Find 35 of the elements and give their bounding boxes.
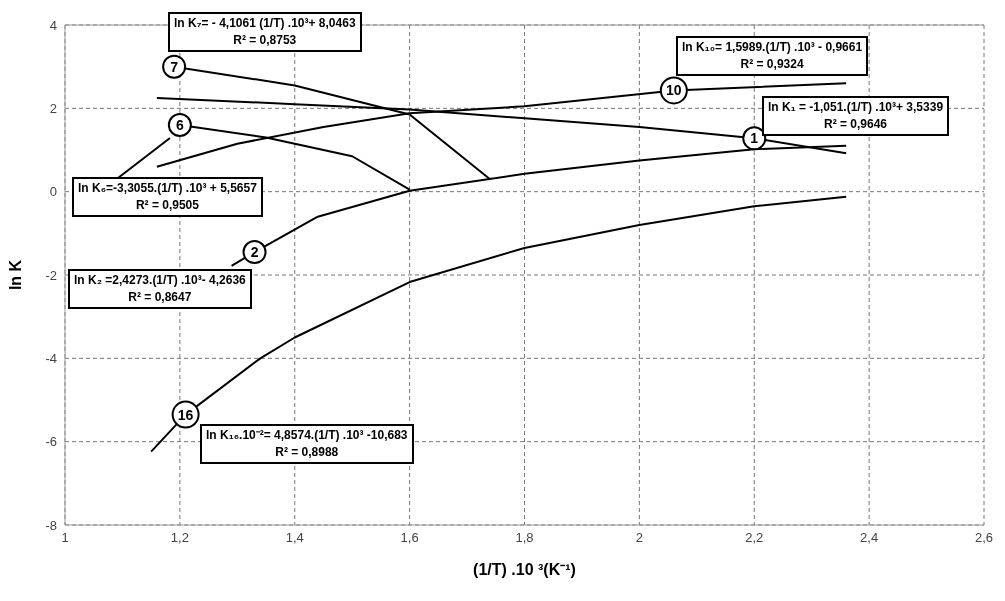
- x-tick-label: 1,8: [515, 530, 534, 546]
- x-tick-label: 1,4: [285, 530, 304, 546]
- x-tick-label: 2,6: [974, 530, 994, 546]
- x-tick-label: 2,4: [860, 530, 879, 546]
- x-tick-label: 1,2: [170, 530, 189, 546]
- annotation: ln K₁ = -1,051.(1/T) .10³+ 3,5339 R² = 0,9646: [768, 99, 944, 133]
- y-tick-label: -4: [45, 350, 57, 366]
- annotation: 6: [175, 117, 184, 133]
- y-tick-label: -6: [45, 434, 57, 450]
- y-tick-label: 2: [49, 100, 57, 116]
- y-axis-title: ln K: [6, 259, 24, 291]
- annotation: ln K₁₆.10⁻²= 4,8574.(1/T) .10³ -10,683 R² = 0,8988: [206, 427, 408, 461]
- x-tick-label: 2,2: [745, 530, 764, 546]
- y-tick-label: -8: [45, 517, 57, 533]
- annotation: 1: [750, 130, 759, 147]
- x-tick-label: 1: [61, 530, 69, 546]
- annotation: ln K₂ =2,4273.(1/T) .10³- 4,2636 R² = 0,8647: [74, 272, 246, 306]
- annotation: 10: [666, 82, 682, 99]
- annotation: 7: [170, 58, 179, 75]
- y-tick-label: -2: [45, 267, 57, 283]
- circled-number: 10: [659, 76, 688, 105]
- circled-number: 2: [242, 240, 267, 265]
- annotation: ln K₁₀= 1,5989.(1/T) .10³ - 0,9661 R² = 0,9324: [682, 39, 863, 73]
- annotation: ln K₇= - 4,1061 (1/T) .10³+ 8,0463 R² = 0,8753: [174, 15, 356, 49]
- circled-number: 7: [162, 54, 187, 79]
- annotation: ln K₆=-3,3055.(1/T) .10³ + 5,5657 R² = 0,9505: [78, 180, 257, 214]
- y-tick-label: 0: [49, 184, 57, 200]
- x-tick-label: 1,6: [400, 530, 419, 546]
- circled-number: 6: [167, 113, 192, 137]
- x-tick-label: 2: [635, 530, 643, 546]
- annotation: 16: [177, 406, 194, 423]
- annotation: 2: [250, 244, 259, 261]
- circled-number: 16: [171, 400, 200, 429]
- x-axis-title: (1/T) .10 ³(K⁻¹): [473, 561, 576, 578]
- y-tick-label: 4: [49, 17, 57, 33]
